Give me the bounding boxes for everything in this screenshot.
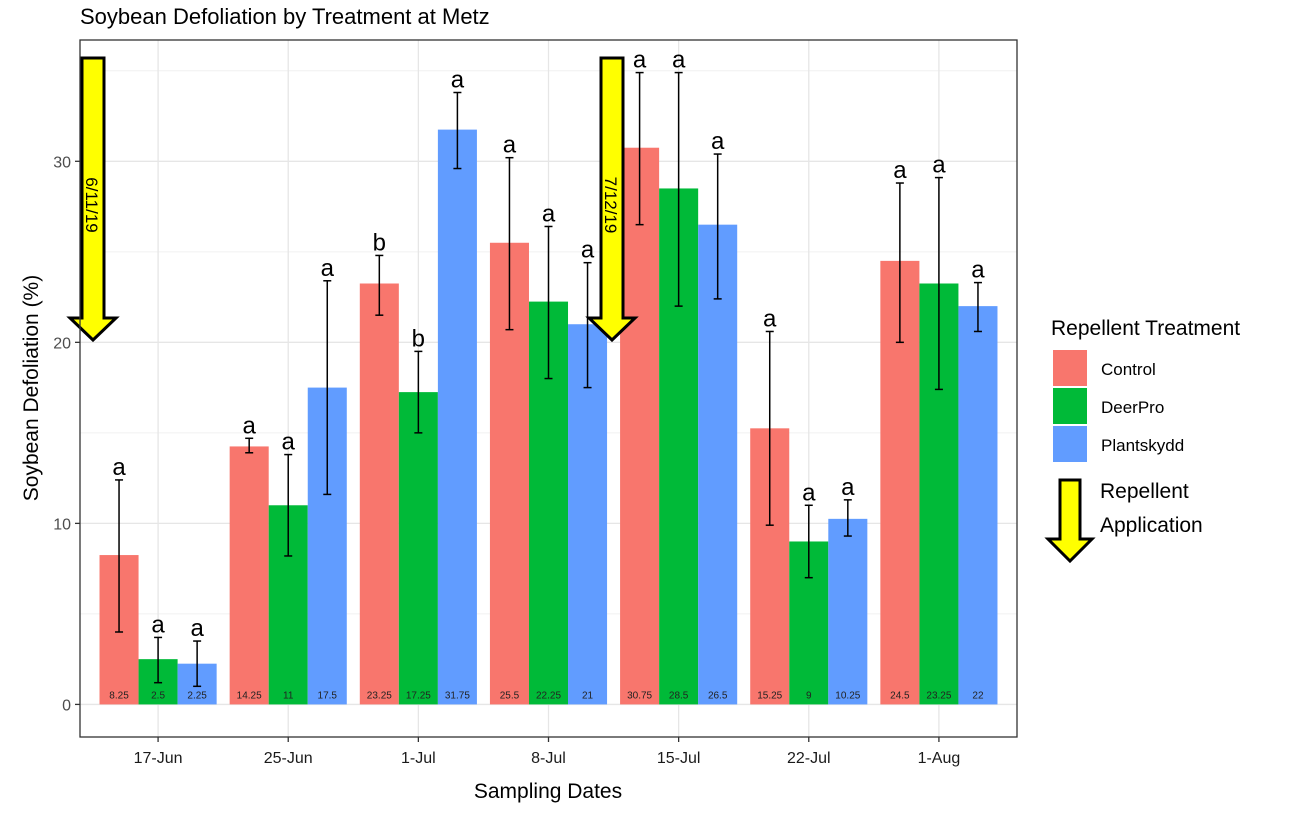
legend-arrow-down-icon (1044, 478, 1096, 564)
significance-letter: a (243, 412, 257, 439)
significance-letter: a (672, 47, 686, 74)
bar-value-label: 28.5 (669, 690, 689, 701)
bar-control (359, 283, 399, 705)
significance-letter: a (971, 257, 985, 284)
bar-plantskydd (958, 306, 998, 705)
bar-value-label: 24.5 (890, 690, 910, 701)
significance-letter: a (802, 479, 816, 506)
significance-letter: a (633, 47, 647, 74)
x-tick-label: 25-Jun (264, 750, 313, 767)
significance-letter: a (932, 152, 946, 179)
significance-letter: a (503, 132, 517, 159)
bar-plantskydd (698, 224, 738, 705)
bar-plantskydd (828, 518, 868, 705)
legend-label: Control (1101, 360, 1156, 379)
arrow-date-label: 6/11/19 (82, 177, 101, 232)
legend: Repellent Treatment Control DeerPro Plants… (1044, 317, 1240, 564)
bar-value-label: 23.25 (926, 690, 951, 701)
bar-value-label: 25.5 (500, 690, 520, 701)
bar-value-label: 2.5 (151, 690, 165, 701)
legend-label: DeerPro (1101, 398, 1164, 417)
x-tick-label: 22-Jul (787, 750, 831, 767)
x-tick-label: 17-Jun (134, 750, 183, 767)
arrow-date-label: 7/12/19 (601, 177, 620, 234)
x-tick-label: 1-Aug (918, 750, 961, 767)
x-tick-label: 8-Jul (531, 750, 566, 767)
bar-value-label: 21 (582, 690, 594, 701)
significance-letter: a (151, 611, 165, 638)
significance-letter: a (763, 305, 777, 332)
significance-letter: a (190, 615, 204, 642)
legend-arrow-label-line1: Repellent (1100, 480, 1189, 503)
bar-control (229, 446, 269, 705)
significance-letter: a (451, 67, 465, 94)
bar-control (620, 147, 660, 705)
bar-deerpro (398, 392, 438, 705)
significance-letter: a (581, 237, 595, 264)
legend-key-deerpro (1053, 388, 1087, 424)
bar-value-label: 8.25 (109, 690, 129, 701)
bar-value-label: 11 (283, 690, 294, 701)
bar-plantskydd (437, 129, 477, 705)
axes: 0 10 20 30 17-Jun 25-Jun 1-Jul 8-Jul 15-Jul 22-Ju… (53, 154, 960, 767)
bar-value-label: 2.25 (187, 690, 207, 701)
bar-value-label: 23.25 (367, 690, 392, 701)
arrow-down-icon (585, 56, 639, 343)
significance-letter: a (841, 474, 855, 501)
bar-value-label: 9 (806, 690, 812, 701)
y-tick-label: 20 (53, 335, 71, 352)
y-tick-label: 30 (53, 154, 71, 171)
application-arrows: 6/11/19 7/12/19 (66, 56, 639, 343)
bar-value-label: 17.5 (318, 690, 338, 701)
significance-letter: a (542, 200, 556, 227)
significance-letter: a (321, 255, 335, 282)
bar-value-label: 31.75 (445, 690, 470, 701)
bar-value-label: 14.25 (237, 690, 262, 701)
bar-value-label: 15.25 (757, 690, 782, 701)
bars: 8.25 14.25 23.25 25.5 30.75 15.25 24.5 2.5 11 17.… (99, 129, 998, 705)
significance-letter: b (412, 325, 425, 352)
bar-value-label: 30.75 (627, 690, 652, 701)
x-tick-label: 1-Jul (401, 750, 436, 767)
bar-value-label: 17.25 (406, 690, 431, 701)
bar-value-label: 22.25 (536, 690, 561, 701)
significance-letter: b (373, 229, 386, 256)
legend-arrow-label-line2: Application (1100, 514, 1203, 537)
legend-key-plantskydd (1053, 426, 1087, 462)
significance-letter: a (893, 157, 907, 184)
significance-letter: a (711, 128, 725, 155)
x-axis-label: Sampling Dates (474, 780, 622, 803)
bar-value-label: 26.5 (708, 690, 728, 701)
bar-value-label: 10.25 (835, 690, 860, 701)
significance-letter: a (112, 454, 126, 481)
bar-value-label: 22 (972, 690, 984, 701)
y-tick-label: 0 (62, 697, 71, 714)
y-axis-label: Soybean Defoliation (%) (20, 275, 43, 501)
significance-letter: a (282, 429, 296, 456)
legend-label: Plantskydd (1101, 436, 1184, 455)
y-tick-label: 10 (53, 516, 71, 533)
legend-key-control (1053, 350, 1087, 386)
legend-title: Repellent Treatment (1051, 317, 1240, 340)
chart-title: Soybean Defoliation by Treatment at Metz (80, 4, 490, 29)
x-tick-label: 15-Jul (657, 750, 701, 767)
